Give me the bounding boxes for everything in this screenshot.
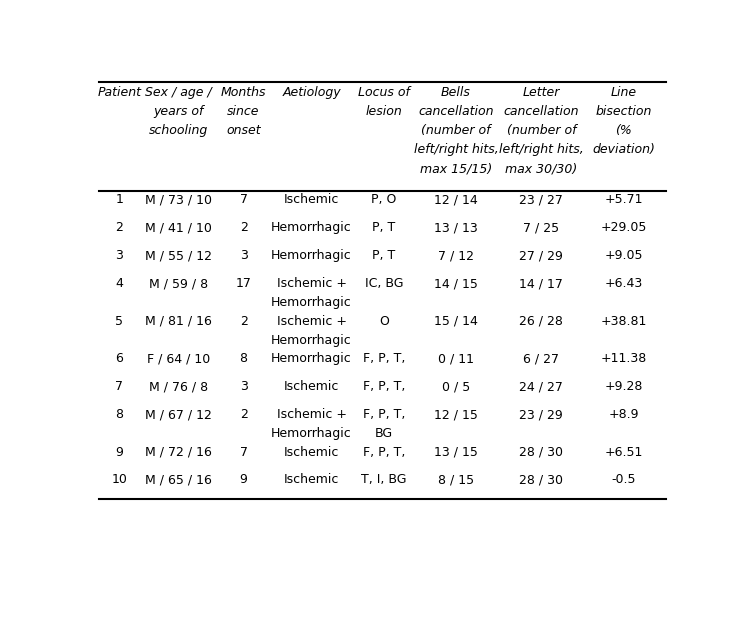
Text: 0 / 11: 0 / 11 (438, 352, 474, 365)
Text: 8 / 15: 8 / 15 (438, 474, 474, 486)
Text: 2: 2 (239, 314, 248, 328)
Text: F, P, T,: F, P, T, (363, 446, 405, 459)
Text: +29.05: +29.05 (601, 221, 647, 234)
Text: F, P, T,
BG: F, P, T, BG (363, 408, 405, 440)
Text: F, P, T,: F, P, T, (363, 380, 405, 393)
Text: +11.38: +11.38 (601, 352, 647, 365)
Text: Ischemic +
Hemorrhagic: Ischemic + Hemorrhagic (271, 277, 352, 309)
Text: 7: 7 (116, 380, 123, 393)
Text: 3: 3 (239, 249, 248, 262)
Text: 14 / 15: 14 / 15 (434, 277, 478, 290)
Text: 27 / 29: 27 / 29 (519, 249, 563, 262)
Text: 10: 10 (111, 474, 128, 486)
Text: 17: 17 (236, 277, 251, 290)
Text: 13 / 15: 13 / 15 (434, 446, 478, 459)
Text: 3: 3 (239, 380, 248, 393)
Text: P, O: P, O (371, 193, 396, 206)
Text: 5: 5 (116, 314, 123, 328)
Text: Patient: Patient (97, 86, 141, 99)
Text: F, P, T,: F, P, T, (363, 352, 405, 365)
Text: M / 81 / 16: M / 81 / 16 (145, 314, 212, 328)
Text: 13 / 13: 13 / 13 (434, 221, 478, 234)
Text: O: O (379, 314, 389, 328)
Text: +5.71: +5.71 (604, 193, 643, 206)
Text: M / 73 / 10: M / 73 / 10 (145, 193, 212, 206)
Text: 7: 7 (239, 446, 248, 459)
Text: M / 76 / 8: M / 76 / 8 (149, 380, 208, 393)
Text: 9: 9 (116, 446, 123, 459)
Text: +6.43: +6.43 (604, 277, 643, 290)
Text: Line
bisection
(%
deviation): Line bisection (% deviation) (592, 86, 655, 156)
Text: 26 / 28: 26 / 28 (519, 314, 563, 328)
Text: 23 / 29: 23 / 29 (519, 408, 563, 421)
Text: 2: 2 (116, 221, 123, 234)
Text: Ischemic: Ischemic (283, 446, 339, 459)
Text: Months
since
onset: Months since onset (221, 86, 266, 137)
Text: 28 / 30: 28 / 30 (519, 446, 563, 459)
Text: F / 64 / 10: F / 64 / 10 (147, 352, 210, 365)
Text: 9: 9 (239, 474, 248, 486)
Text: Bells
cancellation
(number of
left/right hits,
max 15/15): Bells cancellation (number of left/right… (414, 86, 498, 175)
Text: 4: 4 (116, 277, 123, 290)
Text: 1: 1 (116, 193, 123, 206)
Text: 15 / 14: 15 / 14 (434, 314, 478, 328)
Text: Ischemic: Ischemic (283, 380, 339, 393)
Text: M / 41 / 10: M / 41 / 10 (145, 221, 212, 234)
Text: IC, BG: IC, BG (365, 277, 403, 290)
Text: M / 72 / 16: M / 72 / 16 (145, 446, 212, 459)
Text: 8: 8 (239, 352, 248, 365)
Text: Sex / age /
years of
schooling: Sex / age / years of schooling (145, 86, 212, 137)
Text: 0 / 5: 0 / 5 (442, 380, 470, 393)
Text: +6.51: +6.51 (604, 446, 643, 459)
Text: Hemorrhagic: Hemorrhagic (271, 352, 352, 365)
Text: Locus of
lesion: Locus of lesion (358, 86, 410, 118)
Text: Letter
cancellation
(number of
left/right hits,
max 30/30): Letter cancellation (number of left/righ… (499, 86, 583, 175)
Text: 12 / 15: 12 / 15 (434, 408, 478, 421)
Text: T, I, BG: T, I, BG (361, 474, 407, 486)
Text: Ischemic: Ischemic (283, 474, 339, 486)
Text: P, T: P, T (372, 221, 395, 234)
Text: 8: 8 (116, 408, 123, 421)
Text: -0.5: -0.5 (612, 474, 636, 486)
Text: 7 / 25: 7 / 25 (523, 221, 560, 234)
Text: +38.81: +38.81 (601, 314, 647, 328)
Text: 7: 7 (239, 193, 248, 206)
Text: M / 59 / 8: M / 59 / 8 (149, 277, 208, 290)
Text: Ischemic +
Hemorrhagic: Ischemic + Hemorrhagic (271, 408, 352, 440)
Text: 24 / 27: 24 / 27 (519, 380, 563, 393)
Text: +9.28: +9.28 (604, 380, 643, 393)
Text: 14 / 17: 14 / 17 (519, 277, 563, 290)
Text: 2: 2 (239, 408, 248, 421)
Text: 23 / 27: 23 / 27 (519, 193, 563, 206)
Text: Ischemic +
Hemorrhagic: Ischemic + Hemorrhagic (271, 314, 352, 347)
Text: 28 / 30: 28 / 30 (519, 474, 563, 486)
Text: P, T: P, T (372, 249, 395, 262)
Text: 6 / 27: 6 / 27 (523, 352, 560, 365)
Text: M / 55 / 12: M / 55 / 12 (145, 249, 212, 262)
Text: Hemorrhagic: Hemorrhagic (271, 249, 352, 262)
Text: Hemorrhagic: Hemorrhagic (271, 221, 352, 234)
Text: 6: 6 (116, 352, 123, 365)
Text: Ischemic: Ischemic (283, 193, 339, 206)
Text: 12 / 14: 12 / 14 (434, 193, 478, 206)
Text: 7 / 12: 7 / 12 (438, 249, 474, 262)
Text: +8.9: +8.9 (609, 408, 639, 421)
Text: M / 65 / 16: M / 65 / 16 (145, 474, 212, 486)
Text: 3: 3 (116, 249, 123, 262)
Text: 2: 2 (239, 221, 248, 234)
Text: +9.05: +9.05 (604, 249, 643, 262)
Text: M / 67 / 12: M / 67 / 12 (145, 408, 212, 421)
Text: Aetiology: Aetiology (282, 86, 341, 99)
